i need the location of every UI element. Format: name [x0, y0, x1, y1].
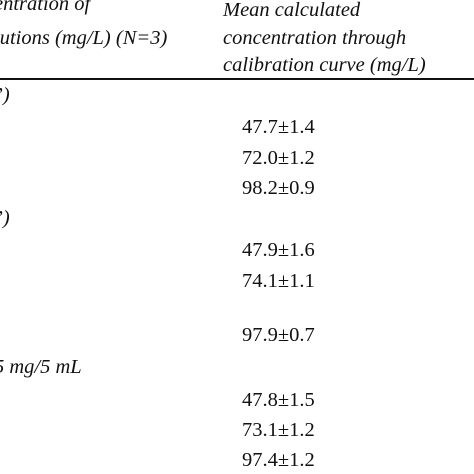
table-cell-value: 98.2±0.9 — [242, 177, 315, 199]
table-cell-value: 47.8±1.5 — [242, 389, 315, 411]
header-col1-line2: lutions (mg/L) (N=3) — [0, 27, 168, 49]
table-cell-value: 72.0±1.2 — [242, 147, 315, 169]
header-col2-line1: Mean calculated — [223, 0, 361, 21]
header-col2-line3: calibration curve (mg/L) — [223, 54, 426, 76]
table-cell-value: 47.9±1.6 — [242, 239, 315, 261]
header-col1-line1: entration of — [0, 0, 91, 15]
section-label: ’) — [0, 207, 10, 229]
table-cell-value: 97.4±1.2 — [242, 449, 315, 471]
header-col2-line2: concentration through — [223, 27, 407, 49]
table-cell-value: 97.9±0.7 — [242, 324, 315, 346]
table-cell-value: 73.1±1.2 — [242, 419, 315, 441]
section-label: 5 mg/5 mL — [0, 356, 82, 378]
table-cell-value: 74.1±1.1 — [242, 270, 315, 292]
table-cell-value: 47.7±1.4 — [242, 116, 315, 138]
header-rule — [0, 78, 474, 80]
section-label: ’) — [0, 84, 10, 106]
